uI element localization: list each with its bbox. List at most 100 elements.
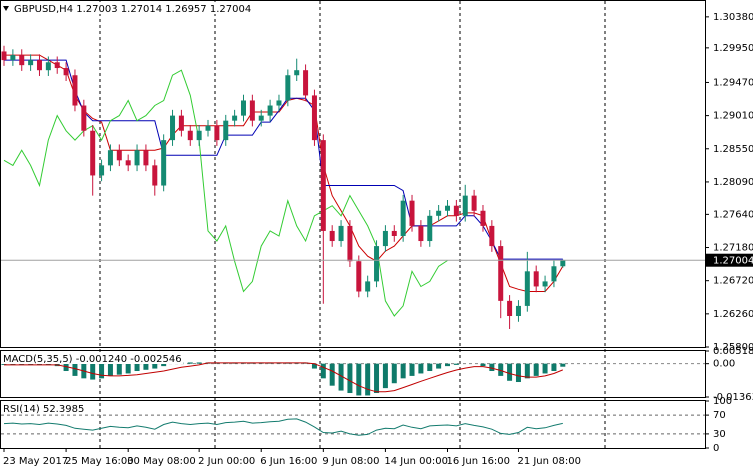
candle-body	[28, 60, 34, 66]
candle-body	[240, 100, 246, 116]
macd-bar	[338, 363, 344, 391]
candle-body	[1, 51, 7, 61]
candle-body	[223, 120, 229, 141]
macd-bar	[507, 363, 513, 381]
indicator-line	[4, 59, 563, 260]
macd-bar	[374, 363, 380, 394]
candle-body	[338, 225, 344, 242]
y-tick-label: 0.005184	[713, 346, 753, 357]
macd-bar	[365, 363, 371, 396]
candle-body	[551, 266, 557, 282]
candle-body	[489, 225, 495, 247]
candle-body	[453, 205, 459, 216]
macd-bar	[445, 363, 450, 367]
macd-bar	[28, 363, 34, 365]
rsi-pane	[0, 400, 706, 449]
candle-body	[515, 305, 521, 317]
y-tick-label: 1.29470	[713, 77, 753, 88]
candle-body	[445, 205, 450, 211]
macd-bar	[498, 363, 504, 376]
title-bg	[1, 402, 87, 414]
indicator-line	[3, 69, 448, 317]
candle-body	[391, 230, 397, 236]
macd-bar	[72, 363, 78, 376]
y-tick-label: 30	[713, 429, 726, 440]
macd-bar	[1, 363, 7, 365]
y-tick-label: 1.29950	[713, 43, 753, 54]
macd-bar	[533, 363, 539, 376]
macd-bar	[36, 363, 42, 365]
macd-bar	[19, 363, 25, 365]
x-tick-label: 9 Jun 08:00	[322, 456, 379, 467]
x-tick-label: 23 May 2017	[3, 456, 68, 467]
candle-body	[36, 60, 42, 71]
candle-body	[205, 125, 211, 131]
menu-arrow[interactable]	[3, 6, 9, 11]
candle-body	[365, 281, 371, 292]
macd-bar	[152, 363, 158, 369]
candle-body	[258, 115, 264, 121]
macd-bar	[400, 363, 406, 379]
signal-line	[4, 362, 563, 393]
candle-body	[498, 246, 504, 301]
candle-body	[285, 75, 291, 101]
y-tick-label: 1.26260	[713, 309, 753, 320]
candle-body	[196, 130, 202, 141]
x-tick-label: 14 Jun 00:00	[384, 456, 448, 467]
macd-bar	[329, 363, 335, 386]
last-price-label: 1.27004	[713, 256, 753, 267]
y-tick-label: 1.27180	[713, 243, 753, 254]
candle-body	[54, 62, 60, 69]
macd-bar	[436, 363, 442, 369]
title-bg	[12, 2, 254, 14]
candle-body	[303, 70, 309, 96]
candle-body	[81, 105, 87, 131]
candle-body	[418, 225, 424, 242]
candle-body	[462, 195, 468, 216]
candle-body	[152, 165, 158, 186]
macd-bar	[515, 363, 521, 383]
macd-bar	[45, 363, 51, 365]
candle-body	[480, 210, 486, 226]
macd-bar	[356, 363, 362, 396]
candle-body	[436, 210, 442, 216]
macd-bar	[116, 363, 122, 375]
candle-body	[347, 225, 353, 262]
pane-title: GBPUSD,H4 1.27003 1.27014 1.26957 1.2700…	[14, 4, 251, 15]
candle-body	[178, 115, 184, 131]
candle-body	[143, 150, 149, 166]
candle-body	[409, 200, 415, 226]
candle-body	[249, 100, 255, 121]
candle-body	[161, 140, 167, 186]
candle-body	[382, 230, 388, 247]
macd-bar	[391, 363, 397, 384]
rsi-line	[3, 418, 563, 436]
macd-bar	[480, 363, 486, 367]
candle-body	[116, 150, 122, 161]
candle-body	[214, 125, 220, 141]
macd-bar	[489, 363, 495, 372]
macd-bar	[311, 363, 317, 369]
candle-body	[542, 281, 548, 287]
macd-bar	[320, 363, 326, 379]
candle-body	[533, 271, 539, 287]
y-tick-label: 1.30380	[713, 12, 753, 23]
candle-body	[524, 271, 530, 306]
x-tick-label: 30 May 08:00	[127, 456, 196, 467]
pane-title: RSI(14) 52.3985	[3, 404, 84, 415]
macd-pane	[0, 350, 706, 398]
last-price-box	[705, 253, 753, 267]
macd-bar	[90, 363, 96, 380]
main-pane	[0, 0, 706, 348]
macd-bar	[125, 363, 131, 374]
candle-body	[72, 75, 78, 106]
candle-body	[10, 55, 16, 61]
candle-body	[187, 130, 193, 141]
candle-body	[560, 260, 566, 267]
candle-body	[311, 95, 317, 141]
y-tick-label: 100	[713, 396, 732, 407]
candle-body	[90, 130, 96, 176]
macd-bar	[560, 363, 566, 367]
